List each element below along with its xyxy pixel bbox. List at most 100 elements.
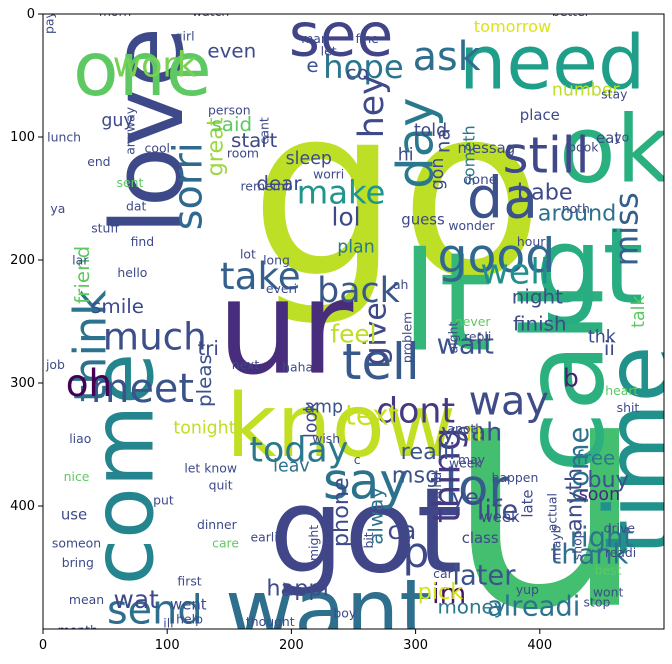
- word-cool: cool: [145, 141, 170, 156]
- word-next: next: [232, 357, 260, 372]
- word-oh: oh: [66, 361, 112, 405]
- word-guess: guess: [401, 210, 445, 228]
- word-thank: thank: [551, 540, 629, 571]
- word-call: call: [500, 281, 630, 473]
- word-love: love: [91, 27, 206, 235]
- word-give: give: [358, 302, 393, 365]
- word-anyth: anyth: [562, 468, 588, 532]
- word-wat: wat: [114, 585, 160, 614]
- word-tell: tell: [342, 333, 420, 391]
- plot-frame: [42, 13, 665, 630]
- word-end: end: [87, 154, 110, 169]
- word-night: night: [512, 285, 563, 308]
- word-sent: sent: [117, 175, 144, 190]
- word-hello: hello: [117, 265, 147, 280]
- word-got: got: [269, 462, 462, 600]
- word-think: think: [64, 290, 117, 403]
- word-lor: lor: [444, 459, 509, 517]
- y-tick-label: 400: [10, 499, 35, 514]
- x-tick-label: 100: [155, 638, 180, 653]
- word-gt: gt: [535, 205, 643, 328]
- word-tri: tri: [197, 337, 218, 360]
- word-week: week: [449, 455, 482, 470]
- word-pick: pick: [418, 579, 464, 605]
- word-might: might: [306, 525, 321, 561]
- word-ill: ill: [163, 615, 173, 630]
- word-man: man: [301, 31, 329, 46]
- word-anoth: anoth: [447, 421, 483, 436]
- word-work: work: [113, 46, 198, 86]
- word-time: time: [585, 345, 672, 555]
- word-aight: aight: [445, 322, 460, 354]
- word-u: u: [444, 306, 649, 664]
- word-month: month: [58, 623, 98, 638]
- word-girl: girl: [175, 29, 195, 44]
- word-bit: bit: [361, 532, 376, 548]
- word-still: still: [503, 126, 590, 184]
- word-want: want: [225, 562, 432, 660]
- word-alreadi: alreadi: [487, 591, 580, 622]
- word-ask: ask: [413, 34, 481, 80]
- word-everi: everi: [266, 281, 297, 296]
- word-great: great: [203, 117, 229, 176]
- word-thing: thing: [425, 427, 469, 523]
- word-week: week: [480, 508, 520, 526]
- word-shop: shop: [570, 530, 585, 560]
- word-finish: finish: [513, 312, 567, 335]
- word-wont: wont: [593, 585, 624, 600]
- word-e: e: [306, 54, 318, 77]
- word-peopl: peopl: [348, 633, 363, 664]
- word-person: person: [208, 102, 251, 117]
- x-tick-label: 0: [39, 638, 47, 653]
- word-co: co: [346, 62, 369, 85]
- word-home: home: [564, 427, 595, 504]
- word-lunch: lunch: [47, 130, 81, 145]
- word-msg: msg: [392, 462, 440, 488]
- word-text: text: [345, 401, 399, 432]
- word-mind: mind: [429, 472, 444, 503]
- word-let-know: let know: [184, 460, 237, 475]
- word-class: class: [462, 529, 499, 547]
- word-eat: eat: [596, 129, 620, 147]
- word-someth: someth: [460, 125, 479, 185]
- word-smile: smile: [91, 295, 144, 318]
- word-first: first: [177, 574, 201, 589]
- word-ok: ok: [559, 95, 670, 203]
- word-right: right: [570, 522, 634, 553]
- word-noth: noth: [562, 201, 590, 216]
- word-one: one: [73, 26, 212, 113]
- word-even: even: [207, 39, 256, 62]
- word-ii: ii: [604, 337, 615, 360]
- word-alway: alway: [364, 487, 387, 545]
- word-happi: happi: [266, 575, 328, 601]
- word-go: go: [250, 55, 544, 330]
- y-tick-label: 100: [10, 130, 35, 145]
- word-anyway: anyway: [122, 107, 137, 155]
- word-sorri: sorri: [165, 142, 211, 230]
- word-need: need: [459, 20, 645, 107]
- word-take: take: [220, 254, 301, 298]
- word-ya: ya: [50, 201, 65, 216]
- plot-background: [43, 14, 664, 629]
- y-tick-label: 300: [10, 376, 35, 391]
- word-way: way: [469, 378, 549, 424]
- word-b: b: [563, 364, 579, 393]
- word-stay: stay: [601, 86, 627, 101]
- word-lar: lar: [72, 253, 89, 268]
- word-start: start: [231, 129, 277, 152]
- word-free: free: [576, 447, 615, 470]
- word-soon: soon: [579, 485, 620, 505]
- word-earli: earli: [250, 529, 277, 544]
- word-number: number: [552, 80, 621, 100]
- word-stuff: stuff: [91, 221, 119, 236]
- word-tomorrow: tomorrow: [474, 17, 551, 36]
- word-tonight: tonight: [173, 419, 235, 439]
- word-c: c: [354, 452, 361, 467]
- word-well: well: [480, 252, 549, 292]
- word-amp: amp: [304, 398, 343, 418]
- word-put: put: [153, 492, 174, 507]
- word-fine: fine: [356, 31, 379, 46]
- word-car: car: [433, 566, 453, 581]
- word-ca: ca: [388, 516, 417, 545]
- word-place: place: [520, 106, 560, 124]
